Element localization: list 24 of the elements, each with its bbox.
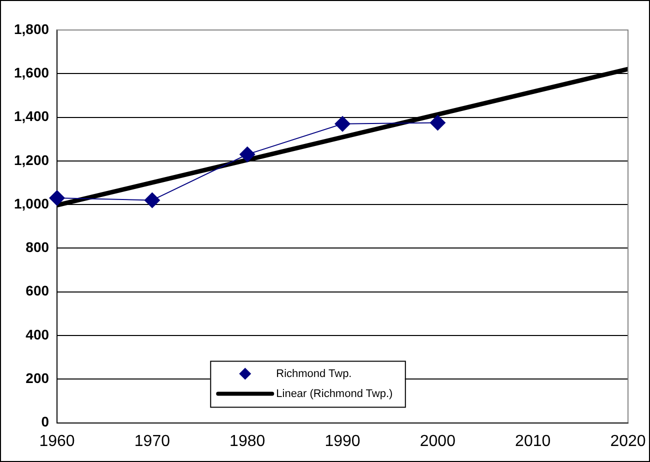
x-tick-label: 2020 [610, 432, 646, 450]
y-tick-label: 800 [26, 239, 50, 256]
x-tick-label: 2000 [420, 432, 456, 450]
y-tick-label: 200 [26, 370, 50, 386]
point [430, 114, 446, 131]
x-tick-label: 1970 [134, 432, 170, 450]
y-tick-label: 600 [26, 282, 50, 299]
y-tick-label: 1,200 [14, 152, 50, 168]
point [239, 146, 256, 162]
y-tick-label: 0 [41, 414, 50, 430]
y-tick-label: 1,800 [14, 20, 50, 37]
y-tick-label: 1,600 [14, 64, 50, 81]
legend-label: Richmond Twp. [276, 368, 352, 380]
y-tick-label: 1,400 [14, 108, 50, 124]
y-tick-label: 400 [26, 326, 50, 342]
point [334, 116, 351, 132]
point [144, 192, 160, 208]
x-tick-label: 1960 [39, 432, 75, 450]
point [49, 190, 66, 206]
x-tick-label: 1980 [230, 432, 266, 450]
x-tick-label: 1990 [324, 432, 360, 450]
legend-label: Linear (Richmond Twp.) [276, 388, 393, 400]
x-tick-label: 2010 [515, 432, 551, 450]
y-tick-label: 1,000 [14, 195, 50, 212]
